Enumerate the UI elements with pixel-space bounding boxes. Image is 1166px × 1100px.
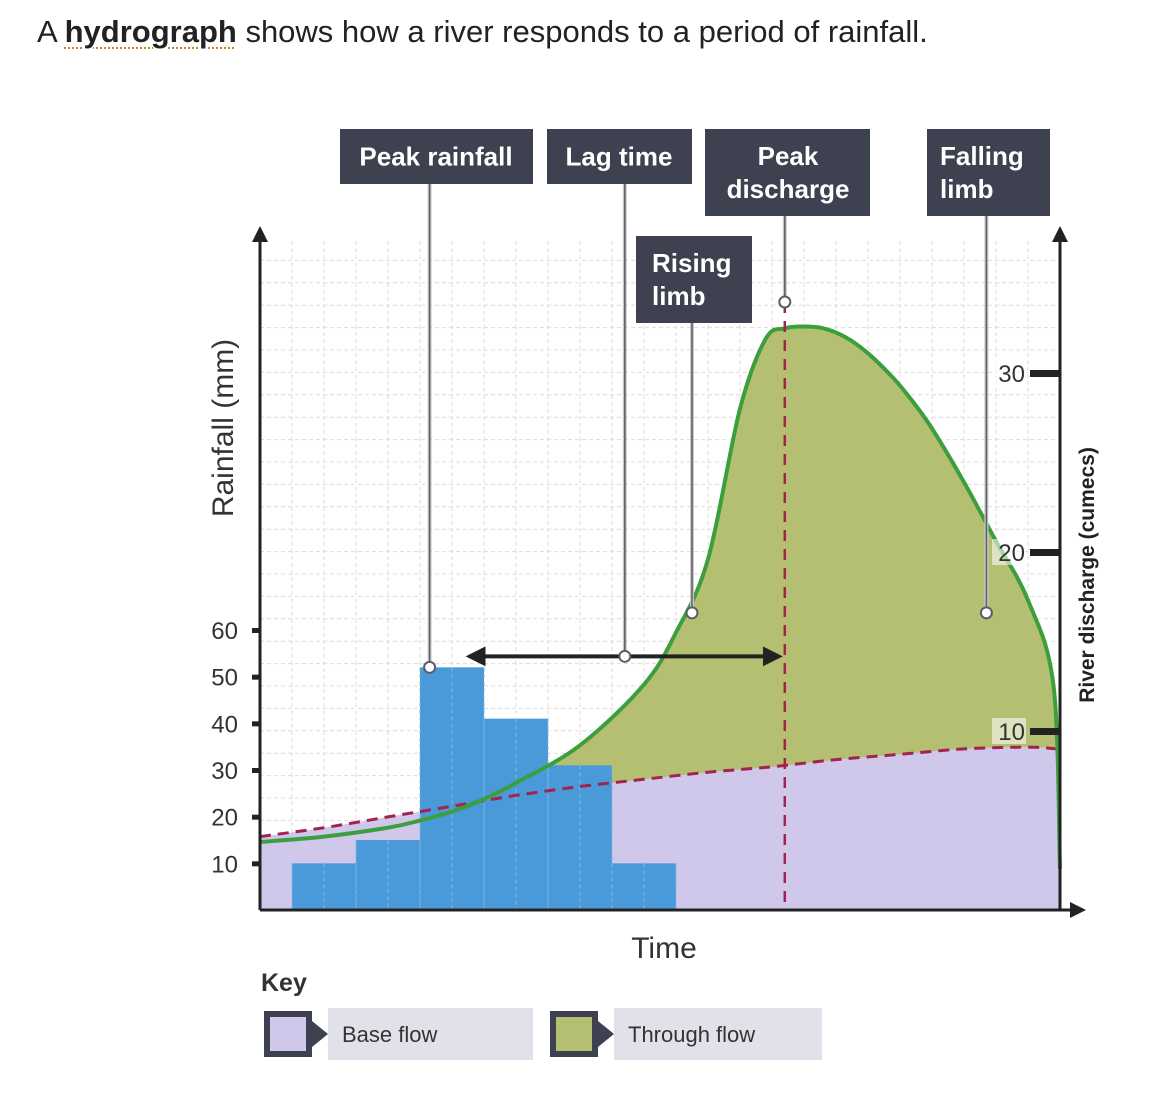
intro-sentence: A hydrograph shows how a river responds … [37,14,928,50]
peak-rainfall-callout [340,129,533,184]
peak-discharge-callout [705,129,870,216]
left-axis-tick [252,814,260,820]
left-axis-tick-label: 20 [211,805,238,832]
left-axis-tick-label: 30 [211,758,238,785]
x-axis-title: Time [631,932,697,965]
left-axis-tick [252,721,260,727]
right-axis-tick-label-bg [992,718,1026,744]
intro-prefix: A [37,14,65,49]
y-axis-left-title: Rainfall (mm) [207,339,240,517]
right-axis-tick [1030,728,1060,735]
rising-limb-point [685,606,699,620]
lag-time-label: Lag time [566,142,673,172]
hydrograph-term-link[interactable]: hydrograph [64,14,237,49]
key-label-base-flow: Base flow [342,1022,437,1047]
left-axis-tick-label: 10 [211,851,238,878]
right-axis-tick-label: 20 [998,540,1025,567]
key-label-through-flow: Through flow [628,1022,755,1047]
rising-limb-label: Rising [652,248,731,278]
left-axis-tick [252,861,260,867]
hydrograph-line [259,324,1062,869]
right-axis-tick-label: 10 [998,719,1025,746]
left-axis-arrow [252,226,268,242]
right-axis-tick-label-bg [992,539,1026,565]
y-axis-right-title: River discharge (cumecs) [1076,447,1099,703]
left-axis-tick-label: 60 [211,618,238,645]
peak-discharge-label: discharge [727,174,850,204]
key-item-base-flow: Base flow [264,1008,533,1060]
left-axis-tick-label: 40 [211,711,238,738]
peak-rainfall-point [423,660,437,674]
key-title: Key [261,969,307,997]
intro-suffix: shows how a river responds to a period o… [236,14,928,49]
left-axis-tick [252,628,260,633]
falling-limb-label: limb [940,174,993,204]
left-axis-tick-label: 50 [211,665,238,692]
right-axis-arrow [1052,226,1068,242]
peak-discharge-label: Peak [758,141,819,171]
left-axis-tick [252,674,260,680]
falling-limb-label: Falling [940,141,1024,171]
left-axis-tick [252,768,260,773]
base-flow-line [259,745,1057,839]
lag-time-callout [547,129,692,184]
lag-time-point [618,649,632,663]
right-axis-tick-label: 30 [998,361,1025,388]
rising-limb-callout [636,236,752,323]
peak-discharge-point [778,295,792,309]
x-axis-arrow [1070,902,1086,918]
right-axis-tick-label-bg [992,360,1026,386]
rising-limb-label: limb [652,281,705,311]
peak-rainfall-label: Peak rainfall [359,142,512,172]
right-axis-tick [1030,549,1060,556]
falling-limb-callout [927,129,1050,216]
right-axis-tick [1030,370,1060,377]
key-item-through-flow: Through flow [550,1008,822,1060]
falling-limb-point [979,606,993,620]
